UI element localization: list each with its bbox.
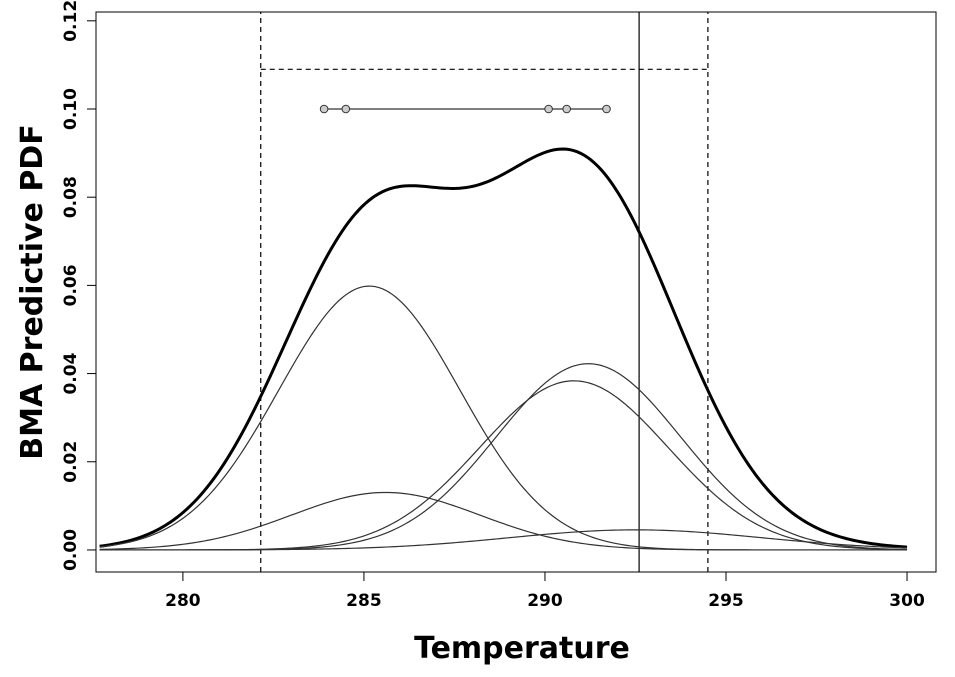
y-tick-label: 0.04 <box>61 352 81 394</box>
ensemble-member-point <box>562 104 571 114</box>
x-axis-title: Temperature <box>414 631 630 666</box>
y-tick-label: 0.08 <box>61 176 81 218</box>
chart-marks <box>99 12 908 572</box>
x-axis: 280 285 290 295 300 <box>165 572 925 611</box>
bma-pdf-line <box>99 147 908 549</box>
y-tick-label: 0.02 <box>61 441 81 483</box>
x-tick-label: 300 <box>889 591 925 611</box>
y-axis-title: BMA Predictive PDF <box>15 124 50 459</box>
component-pdf-line <box>99 363 908 551</box>
y-tick-label: 0.10 <box>61 88 81 130</box>
component-pdf-line <box>99 529 908 551</box>
x-tick-label: 290 <box>527 591 563 611</box>
x-tick-label: 285 <box>346 591 382 611</box>
y-axis: 0.00 0.02 0.04 0.06 0.08 0.10 0.12 <box>61 0 96 571</box>
y-tick-label: 0.12 <box>61 0 81 42</box>
component-pdf-line <box>99 491 908 551</box>
component-pdf-line <box>99 285 908 551</box>
component-pdf-line <box>99 380 908 551</box>
ensemble-member-point <box>319 104 329 114</box>
ensemble-member-point <box>544 104 553 114</box>
ensemble-member-point <box>602 104 611 114</box>
x-tick-label: 295 <box>708 591 744 611</box>
plot-frame <box>95 11 937 573</box>
ensemble-member-point <box>341 104 351 114</box>
y-tick-label: 0.00 <box>61 529 81 571</box>
y-tick-label: 0.06 <box>61 264 81 306</box>
x-tick-label: 280 <box>165 591 201 611</box>
